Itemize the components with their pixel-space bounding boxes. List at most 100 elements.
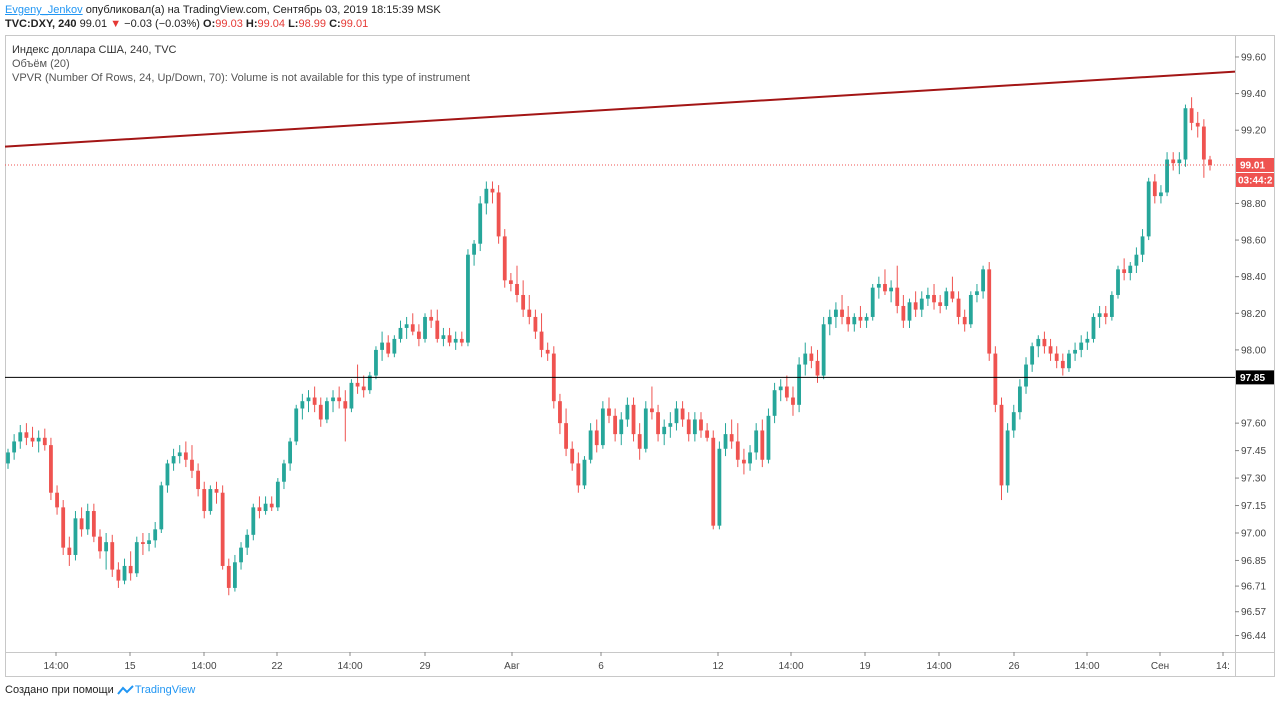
candle[interactable] <box>1024 357 1028 394</box>
candle[interactable] <box>631 397 636 442</box>
candle[interactable] <box>466 249 470 347</box>
candle[interactable] <box>208 485 213 515</box>
candle[interactable] <box>159 481 164 533</box>
candle[interactable] <box>539 313 544 358</box>
candle[interactable] <box>650 386 654 420</box>
candle[interactable] <box>870 283 875 321</box>
candle[interactable] <box>183 441 188 468</box>
candle[interactable] <box>913 291 918 317</box>
candle[interactable] <box>956 291 961 325</box>
candle[interactable] <box>594 419 599 453</box>
candle[interactable] <box>778 379 783 402</box>
candle[interactable] <box>177 445 182 464</box>
candle[interactable] <box>233 554 237 592</box>
candle[interactable] <box>1208 155 1212 171</box>
candle[interactable] <box>263 496 268 515</box>
candle[interactable] <box>1054 346 1059 369</box>
candle[interactable] <box>699 412 703 438</box>
candle[interactable] <box>643 401 648 453</box>
candle[interactable] <box>1140 229 1145 263</box>
candle[interactable] <box>61 500 66 555</box>
candle[interactable] <box>1103 305 1108 325</box>
candle[interactable] <box>791 386 795 416</box>
candle[interactable] <box>12 434 17 460</box>
candle[interactable] <box>73 511 78 561</box>
candle[interactable] <box>1122 258 1127 281</box>
candle[interactable] <box>803 342 808 376</box>
candle[interactable] <box>558 393 562 435</box>
candle[interactable] <box>1152 174 1157 204</box>
candle[interactable] <box>932 283 936 310</box>
candle[interactable] <box>337 386 342 409</box>
candle[interactable] <box>846 305 851 332</box>
candle[interactable] <box>36 430 41 453</box>
candle[interactable] <box>404 316 409 339</box>
candle[interactable] <box>1067 349 1071 372</box>
candle[interactable] <box>490 181 495 204</box>
candle[interactable] <box>24 423 29 446</box>
candle[interactable] <box>91 503 96 543</box>
candle[interactable] <box>288 437 293 471</box>
candle[interactable] <box>748 445 752 471</box>
candle[interactable] <box>582 456 587 490</box>
candle[interactable] <box>1189 97 1194 131</box>
candle[interactable] <box>637 423 642 460</box>
candle[interactable] <box>784 375 789 402</box>
candle[interactable] <box>79 507 84 537</box>
candle[interactable] <box>772 382 777 424</box>
candle[interactable] <box>282 459 286 490</box>
candle[interactable] <box>1171 152 1176 171</box>
candle[interactable] <box>1048 338 1053 361</box>
candle[interactable] <box>392 335 397 358</box>
price-axis[interactable]: 99.60 99.40 99.20 98.80 98.60 98.40 98.20 98.00… <box>1235 52 1266 642</box>
candle[interactable] <box>1079 335 1084 358</box>
candle[interactable] <box>275 478 280 512</box>
candle[interactable] <box>680 401 685 427</box>
candle[interactable] <box>502 229 507 288</box>
candle[interactable] <box>950 276 955 303</box>
candle[interactable] <box>668 412 673 438</box>
candle[interactable] <box>1060 353 1065 376</box>
candle[interactable] <box>380 331 384 361</box>
candle[interactable] <box>416 324 421 347</box>
candle[interactable] <box>1116 265 1120 299</box>
tradingview-brand[interactable]: TradingView <box>117 684 195 696</box>
candle[interactable] <box>484 181 489 215</box>
candle[interactable] <box>1085 331 1090 350</box>
candle[interactable] <box>239 542 243 570</box>
candle[interactable] <box>478 196 483 252</box>
candle[interactable] <box>220 485 225 570</box>
candle[interactable] <box>527 294 532 325</box>
candle[interactable] <box>134 536 139 577</box>
candlestick-chart[interactable]: 99.60 99.40 99.20 98.80 98.60 98.40 98.20 98.00… <box>5 35 1275 677</box>
candle[interactable] <box>834 302 838 328</box>
candle[interactable] <box>104 532 109 570</box>
candle[interactable] <box>564 408 568 457</box>
candle[interactable] <box>686 412 691 442</box>
candle[interactable] <box>600 401 605 449</box>
candle[interactable] <box>742 448 746 475</box>
candle[interactable] <box>968 291 973 328</box>
candle[interactable] <box>723 423 728 457</box>
candle[interactable] <box>975 283 979 303</box>
candle[interactable] <box>883 269 887 295</box>
candle[interactable] <box>55 485 59 515</box>
candle[interactable] <box>116 562 121 588</box>
candle[interactable] <box>1091 313 1096 343</box>
candle[interactable] <box>987 262 992 361</box>
trendline[interactable] <box>5 70 1236 148</box>
candle[interactable] <box>613 408 618 442</box>
candle[interactable] <box>251 503 256 541</box>
candle[interactable] <box>729 419 734 449</box>
candle[interactable] <box>1017 379 1022 420</box>
candle[interactable] <box>662 419 667 446</box>
candle[interactable] <box>410 313 415 336</box>
candle[interactable] <box>570 441 575 471</box>
candle[interactable] <box>889 280 894 303</box>
candle[interactable] <box>398 320 403 343</box>
candle[interactable] <box>312 386 317 413</box>
candle[interactable] <box>852 313 857 332</box>
candle[interactable] <box>944 287 949 310</box>
candle[interactable] <box>423 313 427 343</box>
candle[interactable] <box>306 390 311 413</box>
